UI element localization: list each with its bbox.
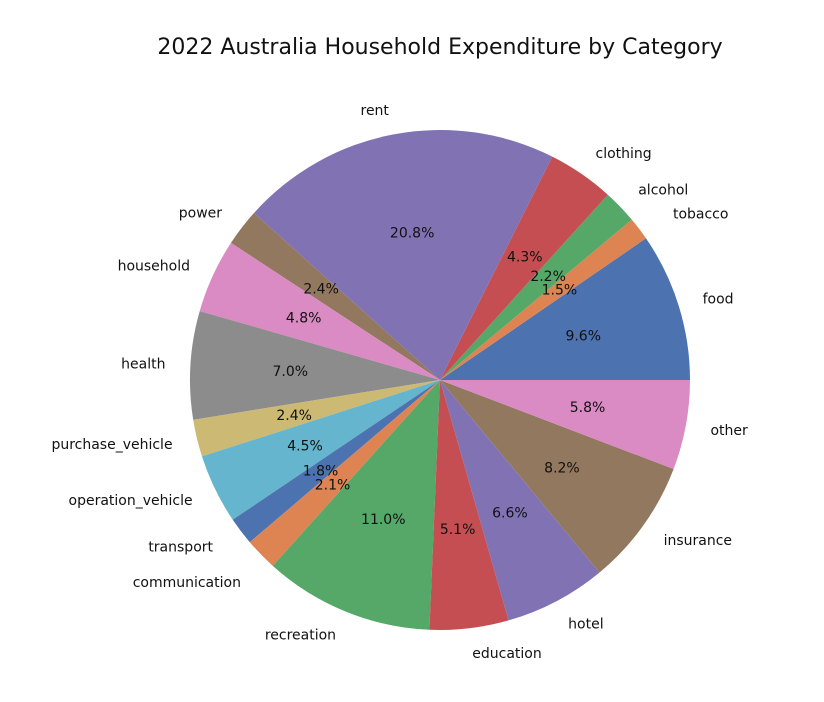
pie-slice-tobacco [440, 219, 646, 380]
percent-label-other: 5.8% [570, 400, 606, 416]
category-label-operation_vehicle: operation_vehicle [69, 493, 193, 509]
pie-slice-power [230, 213, 440, 380]
percent-label-recreation: 11.0% [361, 512, 405, 528]
pie-slice-recreation [272, 380, 440, 630]
percent-label-clothing: 4.3% [507, 249, 543, 265]
pie-slice-transport [232, 380, 440, 543]
chart-title: 2022 Australia Household Expenditure by … [157, 35, 722, 60]
category-label-alcohol: alcohol [638, 182, 688, 198]
percent-label-tobacco: 1.5% [542, 282, 578, 298]
pie-slice-rent [253, 130, 553, 380]
pie-slices [190, 130, 690, 631]
category-label-rent: rent [361, 103, 390, 119]
pie-slice-food [440, 238, 690, 380]
percent-label-rent: 20.8% [390, 226, 434, 242]
category-label-insurance: insurance [664, 533, 732, 549]
pie-slice-household [199, 242, 440, 380]
percent-label-education: 5.1% [440, 522, 476, 538]
pie-slice-alcohol [440, 194, 632, 380]
category-label-communication: communication [133, 575, 241, 591]
category-label-food: food [703, 291, 734, 307]
category-label-hotel: hotel [568, 616, 603, 632]
percent-labels: 9.6% 1.5%2.2% 4.3% 20.8% 2.4% 4.8% 7.0% 2.4% 4.5… [272, 226, 605, 538]
percent-label-alcohol: 2.2% [530, 269, 566, 285]
category-label-purchase_vehicle: purchase_vehicle [51, 437, 172, 453]
pie-slice-education [429, 380, 509, 631]
category-label-other: other [710, 423, 748, 439]
percent-label-household: 4.8% [286, 310, 322, 326]
pie-slice-hotel [440, 380, 600, 621]
percent-label-transport: 1.8% [303, 464, 339, 480]
pie-slice-operation_vehicle [201, 380, 440, 520]
pie-slice-purchase_vehicle [193, 380, 440, 457]
pie-slice-health [190, 311, 440, 420]
percent-label-food: 9.6% [565, 328, 601, 344]
category-label-household: household [118, 258, 190, 274]
category-labels: food tobacco alcohol clothing rent power house… [51, 103, 748, 662]
category-label-transport: transport [148, 539, 213, 555]
pie-slice-communication [249, 380, 440, 566]
category-label-tobacco: tobacco [673, 207, 728, 223]
pie-slice-other [440, 380, 690, 470]
percent-label-communication: 2.1% [315, 478, 351, 494]
category-label-recreation: recreation [265, 628, 336, 644]
pie-slice-clothing [440, 156, 608, 380]
percent-label-health: 7.0% [272, 364, 308, 380]
percent-label-power: 2.4% [303, 282, 339, 298]
category-label-power: power [179, 205, 223, 221]
percent-label-purchase_vehicle: 2.4% [276, 408, 312, 424]
pie-slice-insurance [440, 380, 674, 573]
percent-label-insurance: 8.2% [544, 460, 580, 476]
percent-label-hotel: 6.6% [492, 506, 528, 522]
category-label-clothing: clothing [596, 146, 652, 162]
category-label-education: education [472, 646, 541, 662]
percent-label-operation_vehicle: 4.5% [287, 439, 323, 455]
category-label-health: health [121, 357, 165, 373]
